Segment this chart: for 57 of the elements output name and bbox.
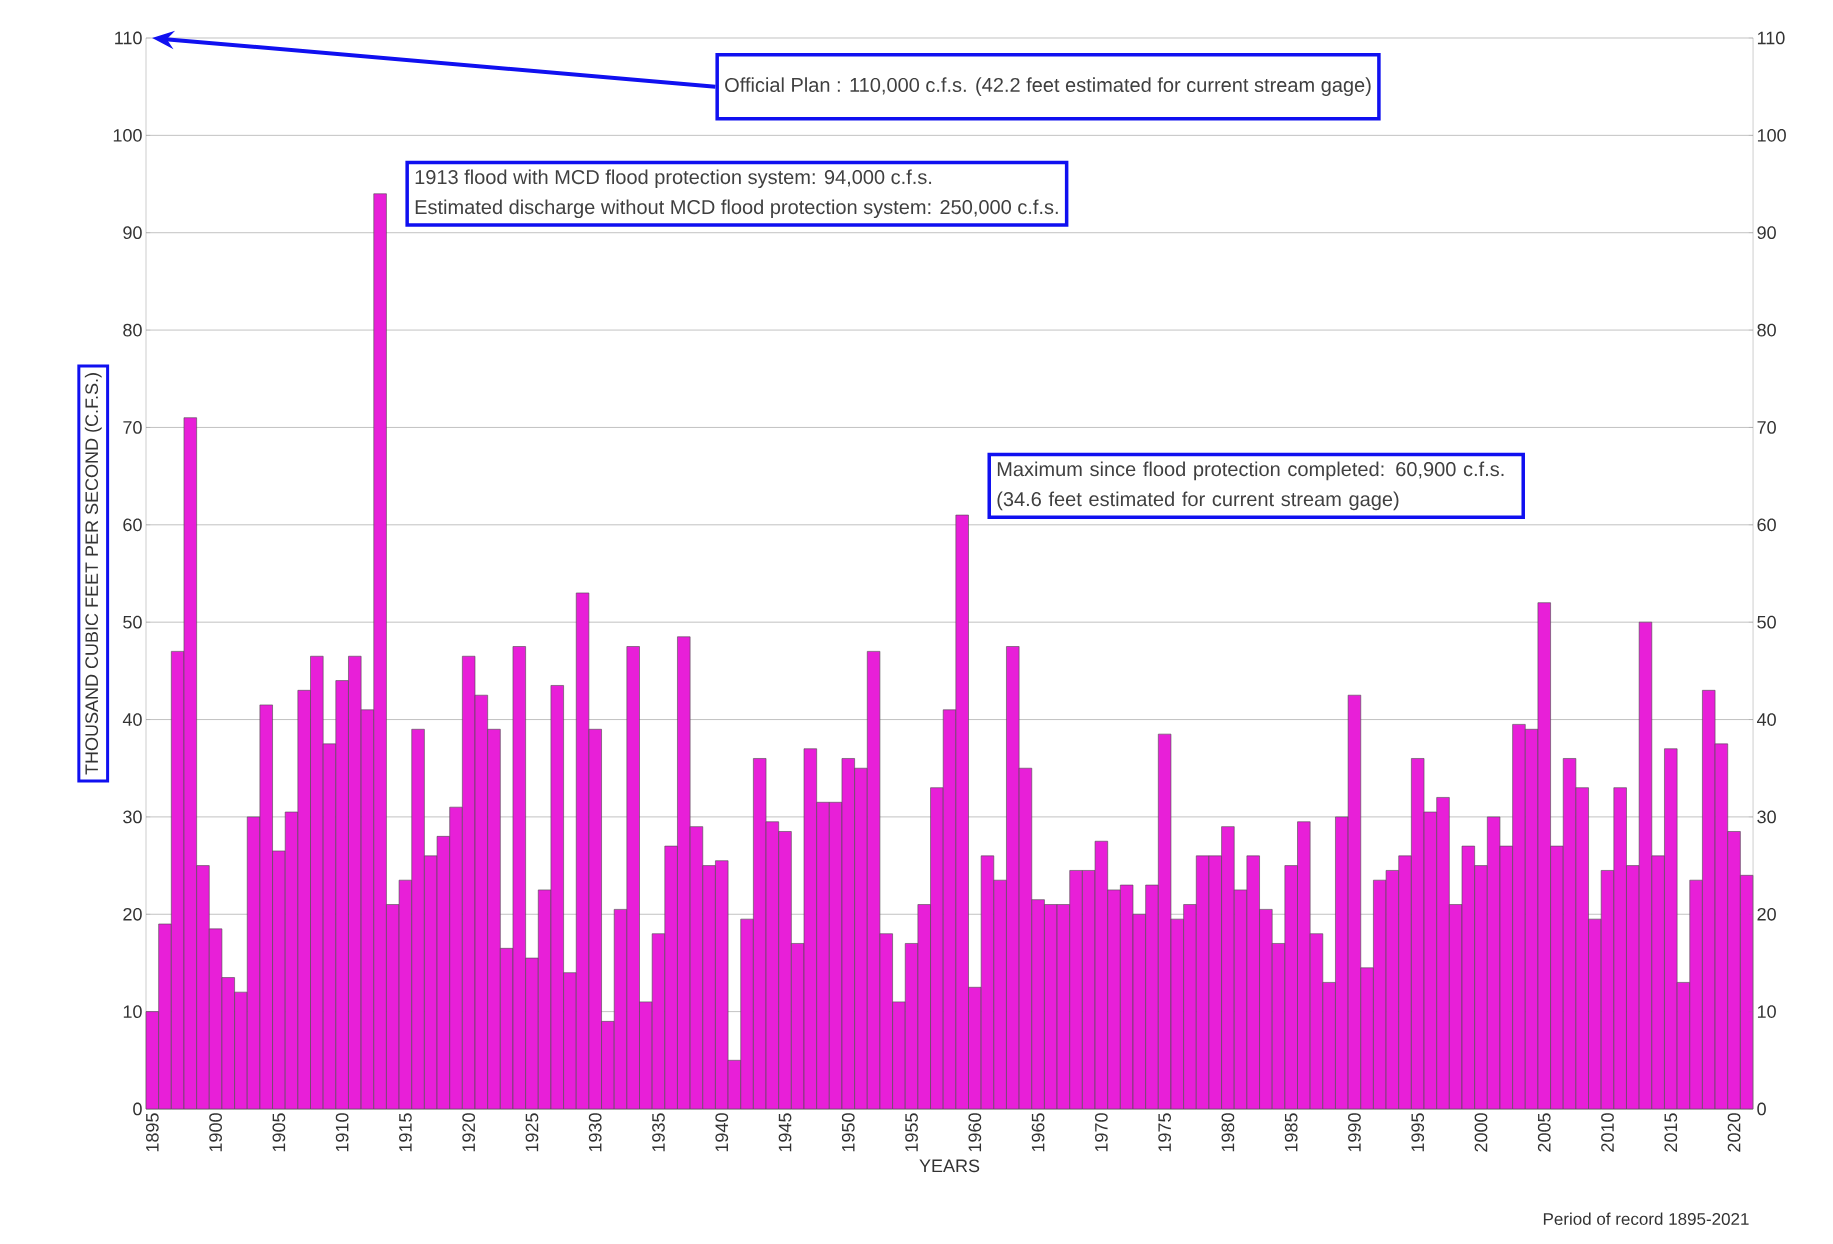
y-tick-label: 10 [123, 1005, 142, 1018]
x-tick-label: 1995 [1411, 1113, 1425, 1152]
y-tick-label: 110 [115, 31, 142, 45]
y2-tick-label: 30 [1757, 810, 1776, 824]
y-tick-label: 70 [123, 421, 142, 434]
x-tick-label: 1965 [1031, 1113, 1045, 1152]
x-tick-label: 1925 [525, 1113, 539, 1152]
x-tick-label: 1960 [968, 1113, 982, 1152]
y2-tick-label: 60 [1757, 518, 1776, 532]
x-tick-label: 1900 [209, 1113, 222, 1152]
x-tick-label: 1930 [588, 1113, 602, 1152]
x-tick-label: 1905 [272, 1113, 286, 1152]
x-tick-label: 1990 [1348, 1113, 1361, 1152]
x-tick-label: 1955 [905, 1113, 918, 1152]
y2-tick-label: 50 [1757, 615, 1776, 629]
y-tick-label: 30 [123, 810, 142, 824]
annotation: Official Plan : 110,000 c.f.s. (42.2 feet estimated for current stream gage) [725, 77, 1371, 96]
y2-tick-label: 90 [1757, 226, 1776, 240]
x-tick-label: 1935 [652, 1113, 665, 1152]
y2-tick-label: 100 [1757, 128, 1786, 142]
x-tick-label: 1920 [462, 1113, 476, 1152]
x-tick-label: 2015 [1664, 1113, 1678, 1152]
y-axis-title: THOUSAND CUBIC FEET PER SECOND (C.F.S.) [84, 373, 102, 775]
y2-tick-label: 40 [1757, 713, 1776, 726]
x-tick-label: 1940 [715, 1113, 729, 1152]
y2-tick-label: 20 [1757, 907, 1776, 921]
annotation: Maximum since flood protection completed: 60,900 c.f.s. (34.6 feet estimated for current stream gage) [997, 461, 1504, 511]
y-tick-label: 0 [133, 1102, 142, 1116]
text: Period of record 1895-2021 [1543, 1212, 1749, 1226]
y-tick-label: 100 [113, 128, 142, 142]
x-tick-label: 1950 [841, 1113, 855, 1152]
y-tick-label: 60 [123, 518, 142, 532]
y2-tick-label: 10 [1757, 1005, 1776, 1018]
x-tick-label: 1980 [1221, 1113, 1235, 1152]
y-tick-label: 50 [123, 615, 142, 629]
x-axis-title: YEARS [919, 1159, 980, 1173]
annotation: Estimated discharge without MCD flood protection system: 250,000 c.f.s. [415, 199, 1058, 219]
y-tick-label: 20 [123, 907, 142, 921]
y2-tick-label: 80 [1757, 323, 1776, 337]
y2-tick-label: 0 [1757, 1102, 1766, 1116]
x-tick-label: 2010 [1601, 1113, 1614, 1152]
x-tick-label: 1970 [1094, 1113, 1108, 1152]
x-tick-label: 1985 [1284, 1113, 1298, 1152]
x-tick-label: 1945 [778, 1113, 792, 1152]
x-tick-label: 2020 [1727, 1113, 1741, 1152]
x-tick-label: 1975 [1158, 1113, 1171, 1152]
x-tick-label: 2005 [1537, 1113, 1551, 1152]
x-tick-label: 2000 [1474, 1113, 1488, 1152]
x-tick-label: 1910 [335, 1113, 349, 1152]
y2-tick-label: 70 [1757, 421, 1776, 434]
x-tick-label: 1895 [145, 1113, 159, 1152]
y2-tick-label: 110 [1757, 31, 1785, 45]
y-tick-label: 90 [123, 226, 142, 240]
y-tick-label: 80 [123, 323, 142, 337]
y-tick-label: 40 [122, 713, 142, 726]
x-tick-label: 1915 [399, 1113, 412, 1152]
annotation: 1913 flood with MCD flood protection system: 94,000 c.f.s. [415, 169, 932, 189]
